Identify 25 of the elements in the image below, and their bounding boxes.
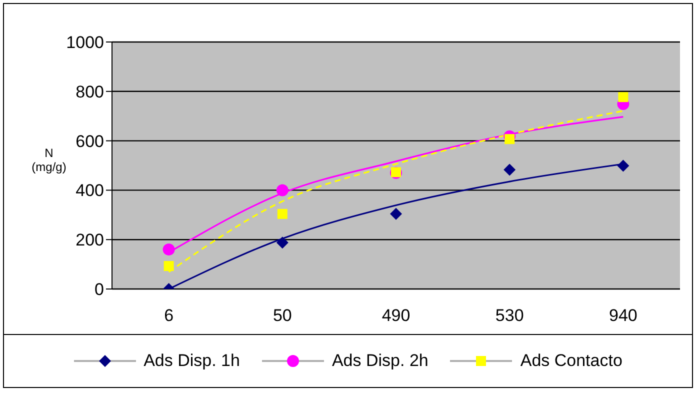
y-tick-label: 400 <box>76 181 104 200</box>
x-tick-label: 940 <box>609 306 638 326</box>
legend-label: Ads Disp. 2h <box>332 351 428 371</box>
point <box>504 164 516 176</box>
y-tick-label: 200 <box>76 230 104 250</box>
point <box>164 261 174 272</box>
x-tick-label: 6 <box>164 306 174 326</box>
point <box>617 160 630 172</box>
y-tick-label: 600 <box>76 132 104 151</box>
point <box>276 236 288 249</box>
y-tick-label: 800 <box>76 82 104 102</box>
legend-label: Ads Contacto <box>520 351 622 371</box>
point <box>162 243 175 256</box>
y-axis-title: N (mg/g) <box>30 146 68 174</box>
y-tick-label: 1000 <box>66 33 104 52</box>
point <box>276 184 288 196</box>
x-tick-label: 530 <box>495 306 524 326</box>
point <box>504 134 515 144</box>
point <box>390 208 402 220</box>
legend-label: Ads Disp. 1h <box>144 351 240 371</box>
point <box>277 208 288 219</box>
y-tick-label: 0 <box>94 280 104 300</box>
x-tick-label: 50 <box>272 306 292 326</box>
point <box>618 92 628 102</box>
x-tick-label: 490 <box>382 306 410 326</box>
